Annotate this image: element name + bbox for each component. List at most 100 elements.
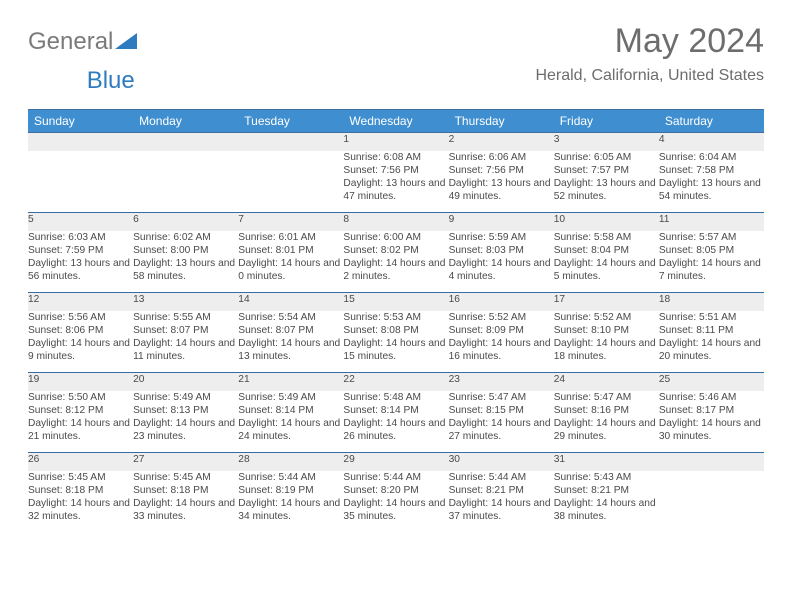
daylight-line: Daylight: 13 hours and 54 minutes.: [659, 177, 764, 203]
daylight-line: Daylight: 14 hours and 29 minutes.: [554, 417, 659, 443]
sunset-line: Sunset: 8:05 PM: [659, 244, 764, 257]
day-details: Sunrise: 5:43 AMSunset: 8:21 PMDaylight:…: [554, 471, 659, 533]
day-number: [238, 133, 343, 151]
day-number: 2: [449, 133, 554, 151]
sunrise-line: Sunrise: 5:48 AM: [343, 391, 448, 404]
weekday-header: Saturday: [659, 110, 764, 133]
day-number: 19: [28, 373, 133, 391]
sunrise-line: Sunrise: 5:44 AM: [343, 471, 448, 484]
day-number: 15: [343, 293, 448, 311]
sunrise-line: Sunrise: 5:55 AM: [133, 311, 238, 324]
day-number: 29: [343, 453, 448, 471]
daynum-row: 19202122232425: [28, 373, 764, 391]
sunrise-line: Sunrise: 5:49 AM: [133, 391, 238, 404]
sunrise-line: Sunrise: 6:04 AM: [659, 151, 764, 164]
daylight-line: Daylight: 14 hours and 32 minutes.: [28, 497, 133, 523]
day-details: Sunrise: 5:52 AMSunset: 8:10 PMDaylight:…: [554, 311, 659, 373]
day-details: Sunrise: 6:02 AMSunset: 8:00 PMDaylight:…: [133, 231, 238, 293]
day-details: Sunrise: 6:01 AMSunset: 8:01 PMDaylight:…: [238, 231, 343, 293]
day-number: 22: [343, 373, 448, 391]
day-number: 30: [449, 453, 554, 471]
daylight-line: Daylight: 14 hours and 13 minutes.: [238, 337, 343, 363]
sunrise-line: Sunrise: 5:56 AM: [28, 311, 133, 324]
daylight-line: Daylight: 14 hours and 35 minutes.: [343, 497, 448, 523]
day-number: 9: [449, 213, 554, 231]
daylight-line: Daylight: 14 hours and 24 minutes.: [238, 417, 343, 443]
details-row: Sunrise: 6:03 AMSunset: 7:59 PMDaylight:…: [28, 231, 764, 293]
sunrise-line: Sunrise: 5:49 AM: [238, 391, 343, 404]
daylight-line: Daylight: 13 hours and 56 minutes.: [28, 257, 133, 283]
sunset-line: Sunset: 8:18 PM: [133, 484, 238, 497]
daylight-line: Daylight: 14 hours and 34 minutes.: [238, 497, 343, 523]
day-details: Sunrise: 5:49 AMSunset: 8:14 PMDaylight:…: [238, 391, 343, 453]
sunrise-line: Sunrise: 5:47 AM: [554, 391, 659, 404]
sunrise-line: Sunrise: 5:51 AM: [659, 311, 764, 324]
sunset-line: Sunset: 8:07 PM: [238, 324, 343, 337]
day-number: 1: [343, 133, 448, 151]
sunrise-line: Sunrise: 5:46 AM: [659, 391, 764, 404]
day-number: 25: [659, 373, 764, 391]
weekday-header: Tuesday: [238, 110, 343, 133]
sunset-line: Sunset: 8:19 PM: [238, 484, 343, 497]
daylight-line: Daylight: 14 hours and 37 minutes.: [449, 497, 554, 523]
day-number: 28: [238, 453, 343, 471]
sunrise-line: Sunrise: 6:05 AM: [554, 151, 659, 164]
day-number: 5: [28, 213, 133, 231]
day-details: Sunrise: 5:50 AMSunset: 8:12 PMDaylight:…: [28, 391, 133, 453]
details-row: Sunrise: 5:45 AMSunset: 8:18 PMDaylight:…: [28, 471, 764, 533]
sunset-line: Sunset: 8:10 PM: [554, 324, 659, 337]
sunset-line: Sunset: 8:03 PM: [449, 244, 554, 257]
day-number: 16: [449, 293, 554, 311]
day-details: Sunrise: 6:06 AMSunset: 7:56 PMDaylight:…: [449, 151, 554, 213]
day-details: Sunrise: 5:51 AMSunset: 8:11 PMDaylight:…: [659, 311, 764, 373]
daylight-line: Daylight: 14 hours and 9 minutes.: [28, 337, 133, 363]
daynum-row: 12131415161718: [28, 293, 764, 311]
daylight-line: Daylight: 13 hours and 52 minutes.: [554, 177, 659, 203]
day-details: Sunrise: 5:53 AMSunset: 8:08 PMDaylight:…: [343, 311, 448, 373]
daylight-line: Daylight: 13 hours and 47 minutes.: [343, 177, 448, 203]
sunset-line: Sunset: 8:15 PM: [449, 404, 554, 417]
sunrise-line: Sunrise: 5:43 AM: [554, 471, 659, 484]
day-number: 21: [238, 373, 343, 391]
sunrise-line: Sunrise: 5:52 AM: [554, 311, 659, 324]
logo: General: [28, 28, 137, 56]
sunrise-line: Sunrise: 5:59 AM: [449, 231, 554, 244]
sunset-line: Sunset: 8:04 PM: [554, 244, 659, 257]
sunrise-line: Sunrise: 5:44 AM: [238, 471, 343, 484]
sunset-line: Sunset: 8:12 PM: [28, 404, 133, 417]
day-number: 12: [28, 293, 133, 311]
daylight-line: Daylight: 14 hours and 20 minutes.: [659, 337, 764, 363]
day-details: Sunrise: 5:58 AMSunset: 8:04 PMDaylight:…: [554, 231, 659, 293]
day-number: [28, 133, 133, 151]
daylight-line: Daylight: 14 hours and 16 minutes.: [449, 337, 554, 363]
sunrise-line: Sunrise: 5:47 AM: [449, 391, 554, 404]
weekday-header: Thursday: [449, 110, 554, 133]
day-number: 7: [238, 213, 343, 231]
day-details: Sunrise: 5:52 AMSunset: 8:09 PMDaylight:…: [449, 311, 554, 373]
day-number: 23: [449, 373, 554, 391]
logo-text-1: General: [28, 28, 113, 56]
sunrise-line: Sunrise: 5:53 AM: [343, 311, 448, 324]
location-subtitle: Herald, California, United States: [535, 67, 764, 85]
day-number: 11: [659, 213, 764, 231]
daylight-line: Daylight: 14 hours and 11 minutes.: [133, 337, 238, 363]
day-details: Sunrise: 6:00 AMSunset: 8:02 PMDaylight:…: [343, 231, 448, 293]
day-details: Sunrise: 5:57 AMSunset: 8:05 PMDaylight:…: [659, 231, 764, 293]
calendar-table: SundayMondayTuesdayWednesdayThursdayFrid…: [28, 109, 764, 533]
sunset-line: Sunset: 8:00 PM: [133, 244, 238, 257]
daylight-line: Daylight: 14 hours and 15 minutes.: [343, 337, 448, 363]
daylight-line: Daylight: 14 hours and 0 minutes.: [238, 257, 343, 283]
day-details: Sunrise: 5:56 AMSunset: 8:06 PMDaylight:…: [28, 311, 133, 373]
sunset-line: Sunset: 7:59 PM: [28, 244, 133, 257]
daynum-row: 262728293031: [28, 453, 764, 471]
sunrise-line: Sunrise: 6:06 AM: [449, 151, 554, 164]
daylight-line: Daylight: 14 hours and 5 minutes.: [554, 257, 659, 283]
title-block: May 2024 Herald, California, United Stat…: [535, 22, 764, 85]
day-details: Sunrise: 5:44 AMSunset: 8:19 PMDaylight:…: [238, 471, 343, 533]
day-number: 10: [554, 213, 659, 231]
day-details: Sunrise: 5:47 AMSunset: 8:16 PMDaylight:…: [554, 391, 659, 453]
day-number: [659, 453, 764, 471]
daylight-line: Daylight: 14 hours and 33 minutes.: [133, 497, 238, 523]
sunrise-line: Sunrise: 6:03 AM: [28, 231, 133, 244]
sunset-line: Sunset: 7:58 PM: [659, 164, 764, 177]
